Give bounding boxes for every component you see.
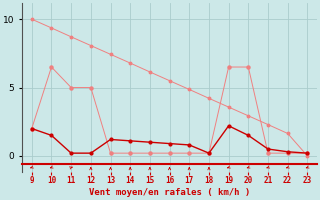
- X-axis label: Vent moyen/en rafales ( km/h ): Vent moyen/en rafales ( km/h ): [89, 188, 250, 197]
